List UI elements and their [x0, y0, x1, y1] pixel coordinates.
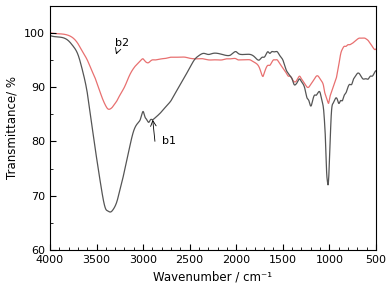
Y-axis label: Transmittance/ %: Transmittance/ %	[5, 76, 18, 179]
X-axis label: Wavenumber / cm⁻¹: Wavenumber / cm⁻¹	[153, 271, 272, 284]
Text: b2: b2	[115, 38, 129, 48]
Text: b1: b1	[162, 136, 176, 146]
